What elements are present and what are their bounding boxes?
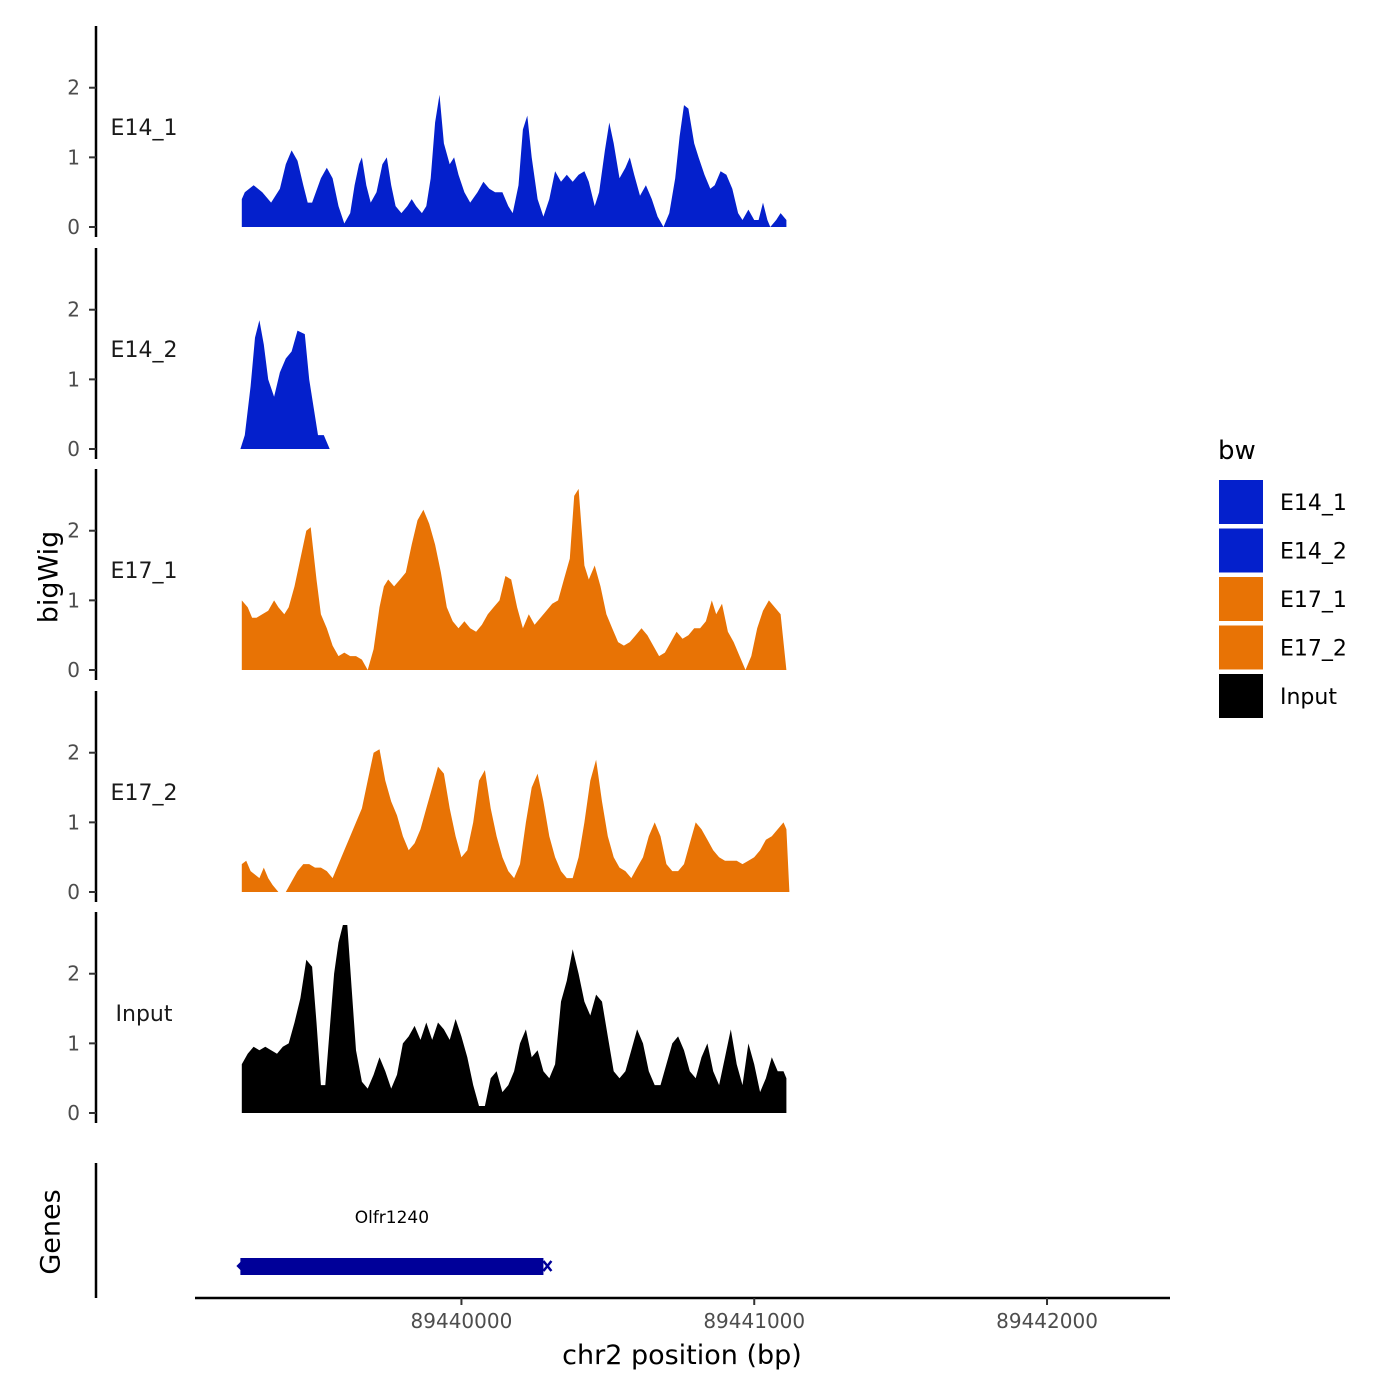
y-tick-label: 0 [67, 215, 80, 239]
legend-title: bw [1218, 436, 1256, 466]
y-axis-title: bigWig [34, 531, 65, 624]
y-tick-label: 2 [67, 298, 80, 322]
area-series-e14-2 [240, 320, 330, 449]
genes-track-title: Genes [36, 1189, 67, 1274]
x-axis-ticks: 89440000 89441000 89442000 [411, 1298, 1098, 1333]
legend-swatch-e17-2 [1219, 625, 1263, 670]
track-label-input: Input [116, 1002, 173, 1027]
y-tick-label: 2 [67, 962, 80, 986]
gene-start-marker [236, 1262, 245, 1270]
track-label-e14-1: E14_1 [111, 116, 178, 141]
legend-label-e17-1: E17_1 [1280, 588, 1347, 613]
y-tick-label: 2 [67, 741, 80, 765]
y-tick-label: 1 [67, 1031, 80, 1055]
area-series-input [241, 925, 787, 1113]
panel-e14-2: 0 1 2 E14_2 [67, 248, 330, 461]
x-tick-label: 89442000 [996, 1309, 1098, 1333]
area-series-e17-2 [241, 749, 790, 892]
y-tick-label: 0 [67, 880, 80, 904]
track-label-e17-2: E17_2 [111, 781, 178, 806]
gene-end-marker [542, 1260, 553, 1272]
x-tick-label: 89441000 [703, 1309, 805, 1333]
legend-label-input: Input [1280, 685, 1337, 710]
panel-e17-2: 0 1 2 E17_2 [67, 691, 790, 904]
area-series-e17-1 [241, 488, 787, 670]
panel-input: 0 1 2 Input [67, 912, 787, 1125]
y-tick-label: 1 [67, 145, 80, 169]
legend-swatch-input [1219, 674, 1263, 718]
panel-e14-1: 0 1 2 E14_1 [67, 26, 787, 239]
legend-swatch-e17-1 [1219, 577, 1263, 621]
gene-label-olfr1240: Olfr1240 [355, 1208, 429, 1228]
gene-bar-olfr1240 [240, 1258, 544, 1275]
x-axis: 89440000 89441000 89442000 chr2 position (… [195, 1296, 1170, 1371]
legend: bw E14_1 E14_2 E17_1 E17_2 Input [1218, 436, 1347, 718]
y-tick-label: 0 [67, 1101, 80, 1125]
y-tick-label: 1 [67, 588, 80, 612]
y-tick-label: 2 [67, 76, 80, 100]
bigwig-panels: 0 1 2 E14_1 0 1 2 E14_2 0 1 2 E17_1 0 1 2 E17_2 0 1 2 Input [67, 26, 790, 1125]
y-tick-label: 0 [67, 437, 80, 461]
y-tick-label: 1 [67, 810, 80, 834]
track-label-e14-2: E14_2 [111, 338, 178, 363]
genes-track: Olfr1240 Genes [36, 1163, 553, 1298]
legend-swatch-e14-1 [1219, 480, 1263, 524]
gene-marks: Olfr1240 [236, 1208, 553, 1275]
x-axis-title: chr2 position (bp) [562, 1340, 802, 1371]
y-tick-label: 1 [67, 367, 80, 391]
legend-label-e17-2: E17_2 [1280, 637, 1347, 662]
legend-label-e14-1: E14_1 [1280, 491, 1347, 516]
panel-e17-1: 0 1 2 E17_1 [67, 469, 787, 682]
legend-swatch-e14-2 [1219, 528, 1263, 573]
legend-label-e14-2: E14_2 [1280, 540, 1347, 565]
area-series-e14-1 [241, 94, 787, 227]
y-tick-label: 0 [67, 658, 80, 682]
x-tick-label: 89440000 [411, 1309, 513, 1333]
legend-items: E14_1 E14_2 E17_1 E17_2 Input [1219, 480, 1347, 718]
track-label-e17-1: E17_1 [111, 559, 178, 584]
y-tick-label: 2 [67, 519, 80, 543]
